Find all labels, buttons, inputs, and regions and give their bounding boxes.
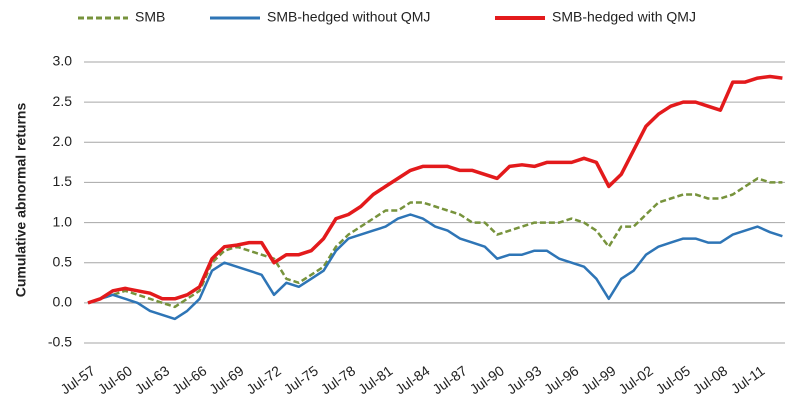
series-line — [87, 74, 783, 305]
x-tick-label: Jul-63 — [132, 362, 173, 397]
y-tick-label: 1.5 — [53, 173, 73, 189]
x-tick-label: Jul-02 — [615, 362, 656, 397]
x-tick-label: Jul-87 — [429, 362, 470, 397]
y-axis-label: Cumulative abnormal returns — [13, 103, 29, 298]
y-tick-label: 3.0 — [53, 53, 73, 69]
y-tick-label: 0.5 — [53, 253, 73, 269]
y-tick-label: 1.0 — [53, 213, 73, 229]
x-tick-label: Jul-78 — [318, 362, 359, 397]
x-tick-label: Jul-84 — [392, 362, 433, 397]
x-tick-label: Jul-60 — [95, 362, 136, 397]
legend-label: SMB-hedged without QMJ — [267, 9, 430, 25]
y-tick-label: -0.5 — [48, 334, 72, 350]
y-tick-label: 2.5 — [53, 93, 73, 109]
x-tick-label: Jul-05 — [653, 362, 694, 397]
y-tick-label: 0.0 — [53, 294, 73, 310]
x-tick-label: Jul-66 — [169, 362, 210, 397]
x-tick-label: Jul-08 — [690, 362, 731, 397]
series-line — [87, 177, 783, 309]
x-tick-label: Jul-99 — [578, 362, 619, 397]
series-line — [87, 213, 783, 321]
x-tick-label: Jul-72 — [243, 362, 284, 397]
x-tick-label: Jul-96 — [541, 362, 582, 397]
legend-label: SMB — [135, 9, 165, 25]
x-tick-label: Jul-57 — [57, 362, 98, 397]
x-tick-label: Jul-69 — [206, 362, 247, 397]
x-tick-label: Jul-75 — [281, 362, 322, 397]
x-tick-label: Jul-81 — [355, 362, 396, 397]
y-tick-label: 2.0 — [53, 133, 73, 149]
x-tick-label: Jul-93 — [504, 362, 545, 397]
legend-label: SMB-hedged with QMJ — [552, 9, 696, 25]
x-tick-label: Jul-90 — [467, 362, 508, 397]
x-tick-label: Jul-11 — [728, 362, 768, 397]
